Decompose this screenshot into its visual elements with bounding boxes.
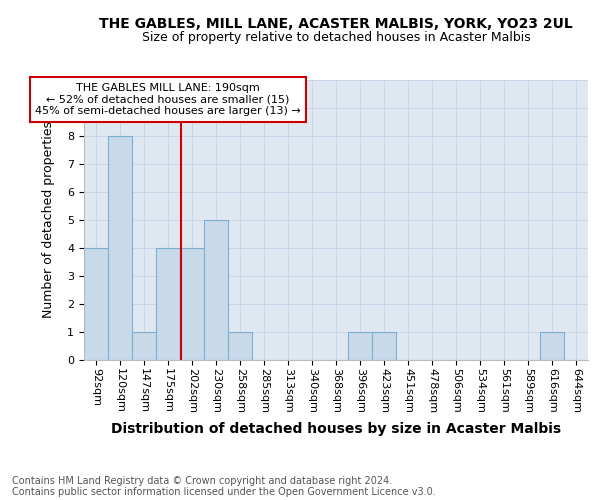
Text: Distribution of detached houses by size in Acaster Malbis: Distribution of detached houses by size …	[111, 422, 561, 436]
Bar	[228, 332, 252, 360]
Text: Contains public sector information licensed under the Open Government Licence v3: Contains public sector information licen…	[12, 487, 436, 497]
Bar	[204, 220, 228, 360]
Text: Size of property relative to detached houses in Acaster Malbis: Size of property relative to detached ho…	[142, 31, 530, 44]
Bar	[156, 248, 180, 360]
Bar	[540, 332, 564, 360]
Text: Contains HM Land Registry data © Crown copyright and database right 2024.: Contains HM Land Registry data © Crown c…	[12, 476, 392, 486]
Bar	[84, 248, 108, 360]
Bar	[180, 248, 204, 360]
Y-axis label: Number of detached properties: Number of detached properties	[42, 122, 55, 318]
Text: THE GABLES MILL LANE: 190sqm
← 52% of detached houses are smaller (15)
45% of se: THE GABLES MILL LANE: 190sqm ← 52% of de…	[35, 83, 301, 116]
Bar	[372, 332, 396, 360]
Bar	[108, 136, 132, 360]
Bar	[132, 332, 156, 360]
Text: THE GABLES, MILL LANE, ACASTER MALBIS, YORK, YO23 2UL: THE GABLES, MILL LANE, ACASTER MALBIS, Y…	[99, 18, 573, 32]
Bar	[348, 332, 372, 360]
